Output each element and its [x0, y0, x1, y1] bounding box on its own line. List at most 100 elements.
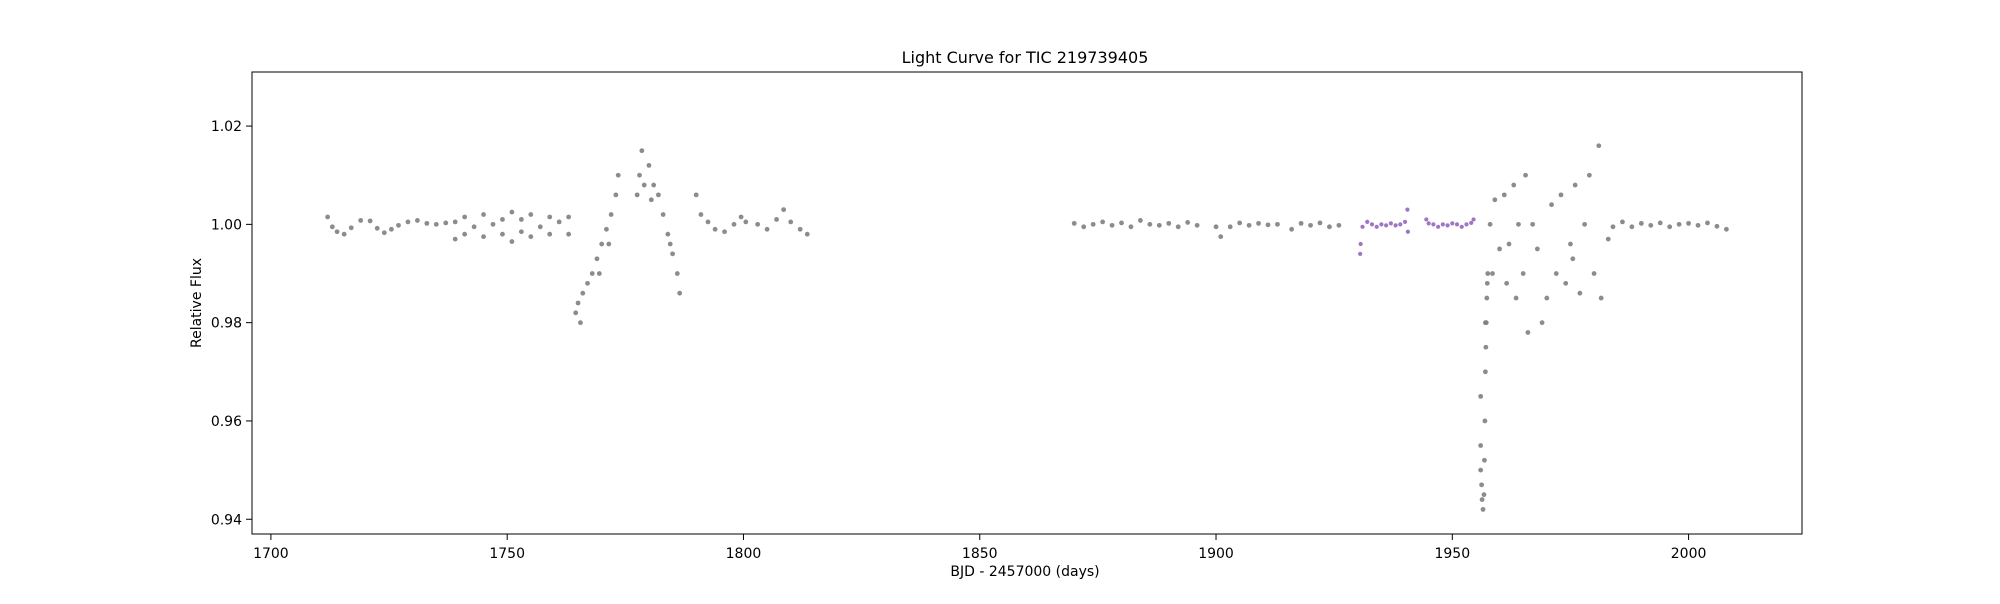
data-point: [367, 218, 373, 224]
data-point: [1523, 172, 1528, 178]
x-tick-label: 2000: [1671, 546, 1707, 562]
data-point: [1539, 320, 1545, 326]
data-point: [1553, 271, 1559, 276]
data-point: [667, 241, 673, 247]
data-point: [596, 271, 602, 276]
ticks-layer: 1700 1750 1800 1850 1900 1950 2000 0.94 0.96 0.98…: [211, 119, 1707, 562]
data-point: [1525, 330, 1531, 335]
data-point: [674, 271, 680, 276]
data-point: [1478, 467, 1484, 473]
data-point: [1327, 224, 1332, 230]
data-point: [743, 219, 749, 225]
data-point: [613, 192, 619, 198]
data-point: [528, 212, 534, 217]
data-point: [1568, 241, 1573, 247]
data-point: [677, 290, 683, 296]
data-point: [1424, 217, 1429, 222]
data-point: [381, 230, 387, 236]
data-point: [1090, 221, 1096, 227]
y-tick-label: 0.96: [211, 414, 242, 430]
data-point: [1256, 220, 1261, 226]
data-point: [518, 217, 524, 222]
data-point: [325, 214, 331, 220]
data-point: [329, 224, 335, 230]
data-point: [1513, 295, 1519, 301]
data-point: [755, 221, 761, 227]
data-point: [358, 218, 364, 223]
data-point: [1336, 222, 1342, 228]
data-point: [1426, 221, 1431, 226]
data-point: [648, 197, 654, 203]
data-point: [594, 256, 600, 262]
x-axis-label: BJD - 2457000 (days): [950, 564, 1099, 580]
data-point: [637, 172, 642, 178]
data-point: [547, 231, 553, 237]
data-point: [1360, 224, 1365, 229]
data-point: [348, 225, 354, 231]
data-point: [580, 290, 586, 296]
data-point: [1605, 236, 1611, 242]
data-point: [1147, 221, 1153, 227]
data-point: [1511, 182, 1517, 188]
data-point: [1482, 418, 1488, 424]
data-point: [712, 226, 718, 232]
data-point: [797, 226, 803, 232]
data-point: [1431, 222, 1436, 227]
data-point: [641, 182, 647, 188]
data-point: [764, 226, 770, 232]
data-point: [1384, 223, 1389, 228]
data-point: [1516, 221, 1521, 227]
data-point: [1388, 221, 1393, 226]
data-point: [731, 221, 737, 227]
data-point: [566, 231, 572, 237]
data-point: [646, 162, 652, 168]
data-point: [578, 320, 583, 326]
y-tick-label: 0.98: [211, 316, 242, 332]
series-0: [325, 143, 1729, 335]
data-point: [1714, 223, 1720, 229]
data-point: [1534, 246, 1540, 252]
plot-background: [252, 72, 1802, 534]
data-point: [547, 214, 553, 220]
data-point: [1648, 222, 1654, 228]
data-point: [585, 280, 590, 286]
data-point: [1723, 226, 1729, 232]
series-1: [1478, 271, 1491, 512]
x-tick-label: 1900: [1198, 546, 1234, 562]
data-point: [341, 231, 347, 237]
data-point: [1481, 492, 1487, 498]
data-point: [1166, 220, 1172, 226]
data-point: [1572, 182, 1578, 188]
data-point: [1213, 224, 1219, 230]
data-point: [1109, 222, 1115, 228]
points-layer: [325, 143, 1729, 512]
data-point: [1454, 222, 1460, 227]
data-point: [1100, 219, 1106, 225]
data-point: [462, 231, 468, 237]
x-tick-label: 1750: [489, 546, 525, 562]
data-point: [722, 229, 727, 235]
data-point: [1657, 220, 1663, 226]
data-point: [1520, 271, 1526, 276]
x-tick-label: 1950: [1434, 546, 1470, 562]
data-point: [665, 231, 671, 237]
data-point: [1497, 246, 1502, 252]
data-point: [500, 231, 505, 237]
data-point: [1591, 271, 1597, 276]
data-point: [1638, 220, 1644, 226]
data-point: [698, 212, 704, 217]
data-point: [1487, 221, 1493, 227]
data-point: [1549, 202, 1554, 208]
data-point: [1081, 224, 1087, 230]
data-point: [1194, 222, 1200, 228]
data-point: [481, 234, 486, 240]
data-point: [788, 219, 794, 225]
data-point: [634, 192, 640, 198]
data-point: [774, 217, 779, 222]
data-point: [781, 207, 787, 213]
x-tick-label: 1800: [726, 546, 762, 562]
data-point: [389, 226, 394, 232]
y-tick-label: 0.94: [211, 512, 242, 528]
data-point: [1374, 224, 1379, 229]
